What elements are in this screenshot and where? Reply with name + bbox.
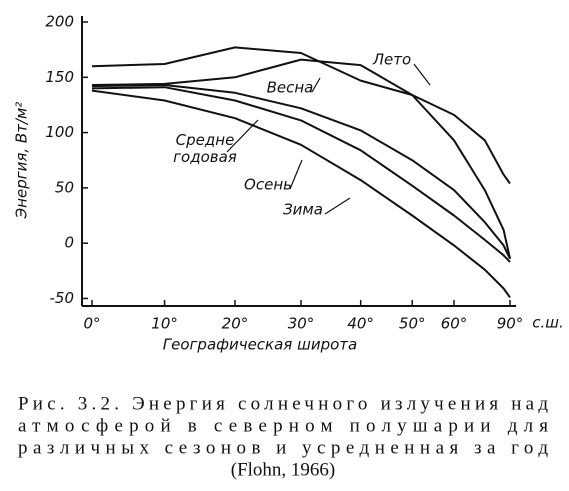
caption-line: различных сезонов и усредненная за год [18, 437, 548, 458]
series-line [91, 89, 511, 298]
x-tick-label: 60° [441, 315, 468, 333]
caption-line: (Flohn, 1966) [231, 459, 336, 480]
series-line [91, 58, 511, 259]
series-label: Осень [244, 176, 292, 194]
y-tick-label: -50 [50, 289, 75, 307]
y-tick-label: 50 [55, 178, 74, 196]
series-line [91, 86, 511, 263]
x-tick-label: 90° [497, 315, 524, 333]
caption-line: атмосферой в северном полушарии для [18, 415, 548, 436]
label-leader [324, 197, 351, 215]
series-line [91, 46, 511, 185]
x-tick-label: 20° [222, 315, 249, 333]
y-tick-label: 0 [64, 234, 74, 252]
series-label: Средне годовая [173, 131, 237, 166]
x-tick-label: 30° [288, 315, 315, 333]
series-label: Зима [283, 201, 323, 219]
label-leader [311, 77, 321, 93]
caption-line: Рис. 3.2. Энергия солнечного излучения н… [18, 393, 548, 414]
label-leader [413, 63, 431, 86]
series-label: Лето [372, 51, 411, 69]
x-tick-label: 50° [399, 315, 426, 333]
y-axis-label: Энергия, Вт/м² [13, 102, 31, 220]
series-label: Весна [267, 79, 314, 97]
series-line [91, 84, 511, 260]
x-tick-label: 10° [151, 315, 178, 333]
label-leader [289, 159, 303, 190]
y-tick-label: 150 [45, 68, 74, 86]
y-tick-label: 200 [45, 13, 74, 31]
x-unit: с.ш. [532, 314, 564, 332]
x-tick-label: 0° [83, 315, 100, 333]
x-tick-label: 40° [347, 315, 374, 333]
x-axis-label: Географическая широта [163, 336, 357, 354]
y-tick-label: 100 [45, 123, 74, 141]
